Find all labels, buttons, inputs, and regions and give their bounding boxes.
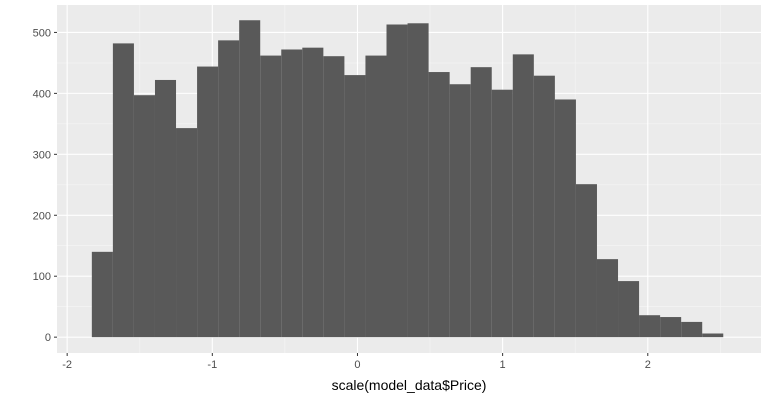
histogram-bar: [533, 75, 555, 338]
x-axis: -2 -1 0 1 2: [62, 353, 651, 371]
y-tick-label: 0: [45, 332, 51, 344]
histogram-bar: [133, 95, 155, 338]
histogram-bar: [407, 23, 429, 338]
y-axis: 0 100 200 300 400 500: [33, 27, 57, 344]
y-tick-label: 500: [33, 27, 51, 39]
histogram-bars: [91, 20, 724, 338]
histogram-bar: [491, 89, 513, 338]
histogram-bar: [323, 56, 345, 338]
histogram-bar: [112, 43, 134, 338]
y-tick-label: 200: [33, 210, 51, 222]
histogram-bar: [281, 49, 303, 338]
histogram-bar: [154, 79, 177, 338]
histogram-bar: [554, 99, 576, 338]
y-tick-label: 400: [33, 88, 51, 100]
x-tick-label: 1: [500, 359, 506, 371]
x-tick-label: -1: [207, 359, 217, 371]
histogram-bar: [260, 55, 282, 338]
histogram-bar: [449, 84, 471, 338]
histogram-bar: [681, 321, 703, 338]
histogram-bar: [702, 333, 724, 338]
histogram-bar: [197, 66, 219, 338]
histogram-bar: [239, 20, 261, 338]
x-tick-label: 0: [354, 359, 360, 371]
histogram-bar: [218, 40, 240, 338]
histogram-bar: [365, 55, 387, 338]
histogram-bar: [470, 67, 492, 338]
histogram-bar: [575, 184, 597, 338]
histogram-bar: [302, 47, 324, 338]
histogram-bar: [618, 281, 640, 338]
y-tick-label: 300: [33, 149, 51, 161]
histogram-bar: [596, 259, 619, 338]
histogram-bar: [512, 54, 534, 338]
x-tick-label: -2: [62, 359, 72, 371]
histogram-bar: [386, 24, 408, 338]
x-axis-title: scale(model_data$Price): [332, 377, 487, 393]
x-tick-label: 2: [645, 359, 651, 371]
histogram-bar: [428, 72, 450, 338]
histogram-bar: [91, 251, 113, 338]
y-tick-label: 100: [33, 271, 51, 283]
histogram-bar: [660, 317, 682, 338]
histogram-bar: [639, 315, 661, 338]
histogram-bar: [344, 75, 366, 338]
histogram-bar: [176, 128, 198, 338]
